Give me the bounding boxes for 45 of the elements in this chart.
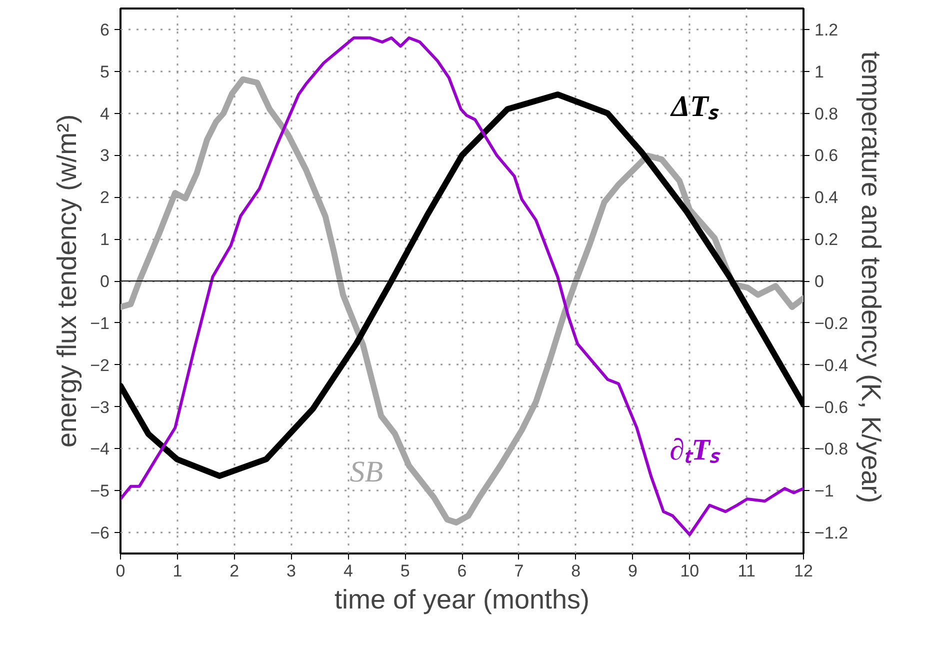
series-label: SB [350,455,384,488]
series-label: ΔTₛ [670,90,720,124]
x-tick-label: 8 [571,562,581,580]
y-tick-label: −3 [90,398,110,417]
y-tick-label: 3 [100,146,110,166]
x-tick-label: 12 [794,562,813,580]
y-tick-label: 1 [100,230,110,250]
y2-tick-label: 0.6 [814,146,838,166]
x-tick-label: 1 [172,562,182,580]
y2-tick-label: −0.8 [814,440,848,459]
x-tick-label: 4 [343,562,353,580]
y-tick-label: −1 [90,314,110,333]
y-tick-label: 6 [100,20,110,40]
y-tick-label: 4 [100,104,110,124]
y-tick-label: 0 [100,272,110,291]
y-tick-label: −5 [90,482,110,501]
y2-tick-label: 0 [814,272,824,291]
y-tick-label: −2 [90,356,110,375]
x-tick-label: 3 [286,562,296,580]
y2-tick-label: −0.4 [814,356,848,375]
y-axis-title: energy flux tendency (w/m²) [52,114,82,448]
x-tick-label: 5 [400,562,410,580]
y2-tick-label: 0.2 [814,230,838,250]
x-tick-label: 7 [514,562,524,580]
y-tick-label: 2 [100,188,110,208]
y-tick-label: 5 [100,62,110,82]
x-tick-label: 2 [230,562,240,580]
y2-tick-label: −1 [814,482,834,501]
y2-tick-label: 1.2 [814,20,838,40]
x-tick-label: 11 [738,562,756,580]
x-axis-title: time of year (months) [334,584,590,614]
x-tick-label: 0 [116,562,126,580]
y2-tick-label: 0.4 [814,188,838,208]
y2-tick-label: −0.2 [814,314,848,333]
series-label: ∂ₜTₛ [670,433,721,466]
y-tick-label: −4 [90,440,110,459]
y-tick-label: −6 [90,524,110,543]
x-tick-label: 10 [680,562,700,580]
y2-axis-title: temperature and tendency (K, K/year) [856,51,886,504]
x-tick-label: 9 [628,562,638,580]
y2-tick-label: −0.6 [814,398,848,417]
y2-tick-label: −1.2 [814,524,848,543]
x-tick-label: 6 [457,562,467,580]
y2-tick-label: 1 [814,62,824,82]
y2-tick-label: 0.8 [814,104,838,124]
